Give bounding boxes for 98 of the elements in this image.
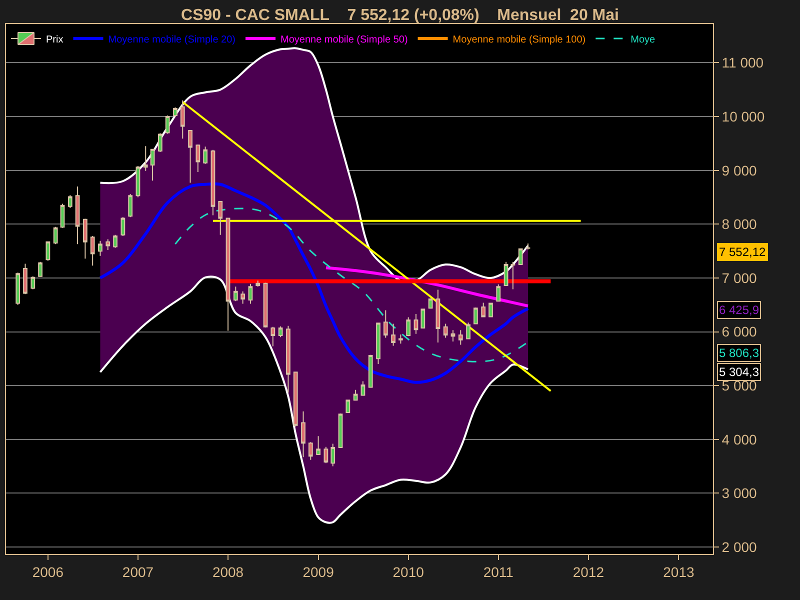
- candlestick: [196, 144, 200, 172]
- candlestick: [23, 263, 28, 295]
- candlestick: [368, 354, 373, 388]
- x-tick-label: 2009: [302, 564, 334, 580]
- candlestick: [376, 322, 380, 365]
- candlestick: [203, 146, 208, 164]
- candlestick: [38, 261, 42, 278]
- candlestick: [136, 166, 140, 198]
- candlestick: [496, 284, 501, 302]
- candlestick: [158, 132, 162, 153]
- candlestick: [443, 323, 448, 338]
- candlestick: [53, 226, 58, 245]
- candlestick: [510, 261, 516, 290]
- candlestick: [248, 283, 253, 304]
- x-tick-label: 2012: [572, 564, 604, 580]
- legend-label: Prix: [46, 34, 64, 46]
- candlestick: [414, 314, 418, 334]
- candlestick: [16, 272, 20, 306]
- candlestick: [346, 399, 350, 414]
- candlestick: [420, 308, 426, 330]
- candlestick: [481, 302, 486, 318]
- candlestick: [263, 282, 268, 328]
- candlestick: [488, 302, 493, 318]
- candlestick: [338, 413, 343, 448]
- candlestick: [75, 186, 80, 245]
- candlestick: [316, 436, 320, 456]
- candlestick: [270, 326, 276, 347]
- candlestick: [98, 240, 102, 256]
- candlestick: [436, 289, 440, 344]
- candlestick: [106, 238, 110, 250]
- y-tick-label: 2 000: [722, 538, 758, 555]
- text: 5 806,3: [719, 346, 760, 360]
- legend-label: Moyenne mobile (Simple 100): [452, 34, 586, 46]
- candlestick: [474, 307, 478, 325]
- y-tick-label: 10 000: [722, 108, 765, 124]
- x-tick-label: 2013: [663, 564, 694, 580]
- candlestick: [46, 240, 50, 262]
- legend-label: Moye: [630, 34, 656, 46]
- candlestick: [324, 446, 328, 464]
- text: 7 552,12: [719, 245, 766, 259]
- y-tick-label: 5 000: [722, 377, 758, 394]
- x-tick-label: 2006: [32, 564, 64, 580]
- candlestick: [30, 276, 36, 290]
- x-tick-label: 2008: [212, 564, 244, 580]
- candlestick: [458, 330, 463, 346]
- y-tick-label: 11 000: [722, 54, 764, 71]
- candlestick: [406, 316, 411, 337]
- y-tick-label: 6 000: [722, 324, 758, 340]
- y-tick-label: 3 000: [722, 485, 758, 502]
- candlestick: [466, 322, 470, 340]
- candlestick: [518, 248, 523, 266]
- candlestick: [173, 106, 178, 118]
- candlestick: [391, 323, 396, 346]
- candlestick: [330, 443, 336, 467]
- y-tick-label: 4 000: [722, 431, 758, 448]
- candlestick: [301, 410, 306, 458]
- candlestick: [82, 218, 88, 260]
- legend-label: Moyenne mobile (Simple 20): [108, 34, 236, 46]
- candlestick: [210, 149, 216, 216]
- candlestick: [120, 216, 126, 236]
- candlestick: [226, 217, 230, 332]
- candlestick: [165, 114, 170, 134]
- line-series: [98, 182, 530, 384]
- x-tick-label: 2011: [483, 564, 514, 580]
- candlestick: [188, 130, 192, 184]
- chart-title: CS90 - CAC SMALL 7 552,12 (+0,08%) Mensuel 20 Mai: [181, 7, 619, 24]
- candlestick: [256, 280, 260, 288]
- legend-label: Moyenne mobile (Simple 50): [280, 34, 408, 46]
- candlestick: [398, 334, 403, 344]
- y-tick-label: 8 000: [722, 216, 758, 232]
- candlestick: [113, 234, 118, 248]
- y-tick-label: 9 000: [722, 162, 758, 178]
- x-tick-label: 2007: [122, 564, 154, 580]
- candlestick: [278, 326, 283, 338]
- candlestick: [143, 146, 148, 172]
- text: 6 425,9: [719, 303, 760, 317]
- candlestick: [383, 310, 388, 338]
- candlestick: [180, 100, 185, 140]
- candlestick: [150, 148, 155, 182]
- candlestick: [293, 371, 298, 427]
- y-tick-label: 7 000: [722, 270, 758, 286]
- candlestick: [353, 389, 358, 402]
- candlestick: [233, 286, 238, 302]
- candlestick: [286, 325, 290, 394]
- candlestick: [308, 442, 313, 460]
- candlestick: [450, 330, 456, 342]
- text: 5 304,3: [719, 365, 760, 379]
- candlestick: [68, 194, 72, 209]
- candlestick: [218, 200, 223, 236]
- candlestick: [60, 203, 65, 228]
- candlestick: [90, 236, 95, 266]
- candlestick: [128, 194, 133, 218]
- candlestick: [526, 243, 530, 250]
- candlestick: [240, 290, 246, 304]
- x-tick-label: 2010: [392, 564, 424, 580]
- candlestick: [504, 261, 508, 287]
- line-series: [99, 276, 529, 524]
- candlestick: [360, 380, 366, 396]
